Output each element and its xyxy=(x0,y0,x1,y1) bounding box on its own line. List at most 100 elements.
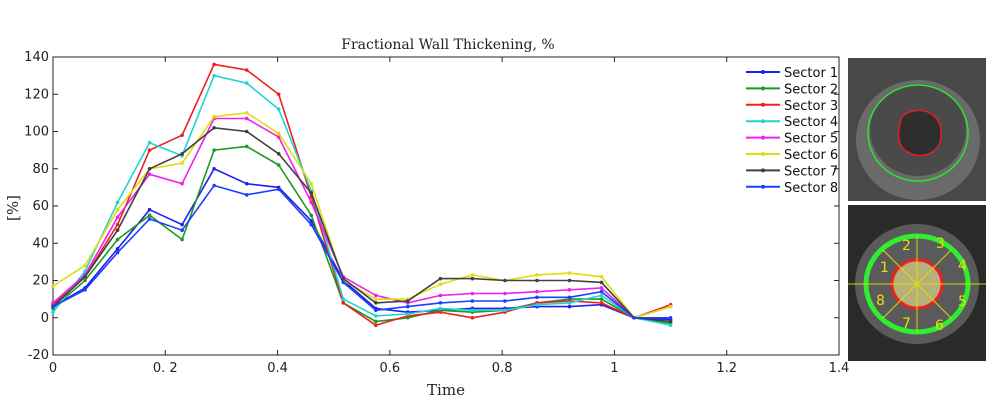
data-point xyxy=(341,280,346,285)
segment-label-2: 2 xyxy=(902,238,911,254)
data-point xyxy=(212,114,216,119)
data-point xyxy=(374,293,378,298)
data-point xyxy=(212,166,216,171)
segment-label-5: 5 xyxy=(958,294,967,310)
data-point xyxy=(115,250,120,255)
data-point xyxy=(668,319,673,324)
data-point xyxy=(406,299,410,303)
segment-label-6: 6 xyxy=(935,318,944,334)
data-point xyxy=(309,191,314,195)
data-point xyxy=(83,278,87,283)
data-point xyxy=(309,181,314,186)
y-tick-label: -20 xyxy=(28,348,49,363)
data-point xyxy=(276,92,281,97)
legend-label: Sector 7 xyxy=(784,164,838,179)
legend-marker xyxy=(761,102,765,107)
y-tick-label: 40 xyxy=(32,236,49,251)
data-point xyxy=(470,299,475,303)
data-point xyxy=(374,323,378,328)
data-point xyxy=(83,274,87,279)
data-point xyxy=(244,181,249,186)
legend-label: Sector 1 xyxy=(784,66,838,81)
data-point xyxy=(535,273,539,277)
data-point xyxy=(212,183,216,188)
y-tick-label: 60 xyxy=(32,199,49,214)
data-point xyxy=(276,131,281,136)
segment-label-8: 8 xyxy=(876,293,885,309)
x-tick-label: 0 xyxy=(49,361,57,376)
y-tick-label: 100 xyxy=(24,125,49,140)
y-tick-label: 20 xyxy=(32,274,49,289)
y-tick-label: 0 xyxy=(41,311,49,326)
legend-label: Sector 6 xyxy=(784,148,838,163)
data-point xyxy=(567,271,572,275)
segment-label-1: 1 xyxy=(880,260,889,276)
data-point xyxy=(668,323,673,328)
data-point xyxy=(212,62,216,67)
segment-label-3: 3 xyxy=(936,236,945,252)
data-point xyxy=(180,152,184,156)
data-point xyxy=(212,148,216,152)
data-point xyxy=(406,312,410,316)
data-point xyxy=(244,144,249,149)
x-axis-label: Time xyxy=(427,381,465,399)
y-tick-label: 120 xyxy=(24,87,49,102)
data-point xyxy=(83,288,87,292)
legend-marker xyxy=(761,86,765,91)
data-point xyxy=(668,315,673,320)
data-point xyxy=(438,282,443,287)
y-tick-label: 80 xyxy=(32,162,49,177)
data-point xyxy=(244,68,249,72)
legend-marker xyxy=(761,135,765,140)
data-point xyxy=(309,219,314,223)
series-line-5 xyxy=(52,117,671,319)
data-point xyxy=(470,291,475,296)
data-point xyxy=(599,280,604,285)
data-point xyxy=(599,286,604,290)
data-point xyxy=(147,172,152,177)
data-point xyxy=(535,289,539,294)
x-tick-label: 0.4 xyxy=(267,361,288,376)
data-point xyxy=(567,288,572,292)
data-point xyxy=(470,276,475,281)
y-tick-label: 140 xyxy=(24,50,49,65)
data-point xyxy=(470,308,475,313)
mri-bottom-image: 1 2 3 4 5 6 7 8 xyxy=(848,205,986,361)
data-point xyxy=(51,304,55,309)
data-point xyxy=(276,152,281,156)
data-point xyxy=(276,163,281,167)
data-point xyxy=(535,278,539,283)
chart-title: Fractional Wall Thickening, % xyxy=(341,37,554,53)
data-point xyxy=(406,304,410,309)
data-point xyxy=(147,207,152,212)
data-point xyxy=(374,319,378,324)
x-tick-label: 1.4 xyxy=(829,361,850,376)
data-point xyxy=(599,297,604,301)
epicardial-contour xyxy=(867,84,969,182)
y-axis-label: [%] xyxy=(4,195,22,221)
data-point xyxy=(567,301,572,305)
series-line-7 xyxy=(52,126,671,323)
data-point xyxy=(115,215,120,219)
data-point xyxy=(115,228,120,233)
series-line-1 xyxy=(52,167,671,321)
data-point xyxy=(374,308,378,313)
data-point xyxy=(503,308,507,313)
series-line-3 xyxy=(52,63,671,327)
legend-marker xyxy=(761,184,765,189)
data-point xyxy=(115,247,120,251)
data-point xyxy=(51,284,55,288)
data-point xyxy=(438,310,443,314)
x-tick-label: 1 xyxy=(610,361,618,376)
data-point xyxy=(535,295,539,300)
series-layer xyxy=(51,62,673,328)
x-tick-label: 0.6 xyxy=(380,361,401,376)
data-point xyxy=(180,237,184,242)
data-point xyxy=(438,301,443,305)
data-point xyxy=(115,207,120,212)
data-point xyxy=(503,299,507,303)
data-point xyxy=(567,295,572,300)
data-point xyxy=(180,181,184,186)
